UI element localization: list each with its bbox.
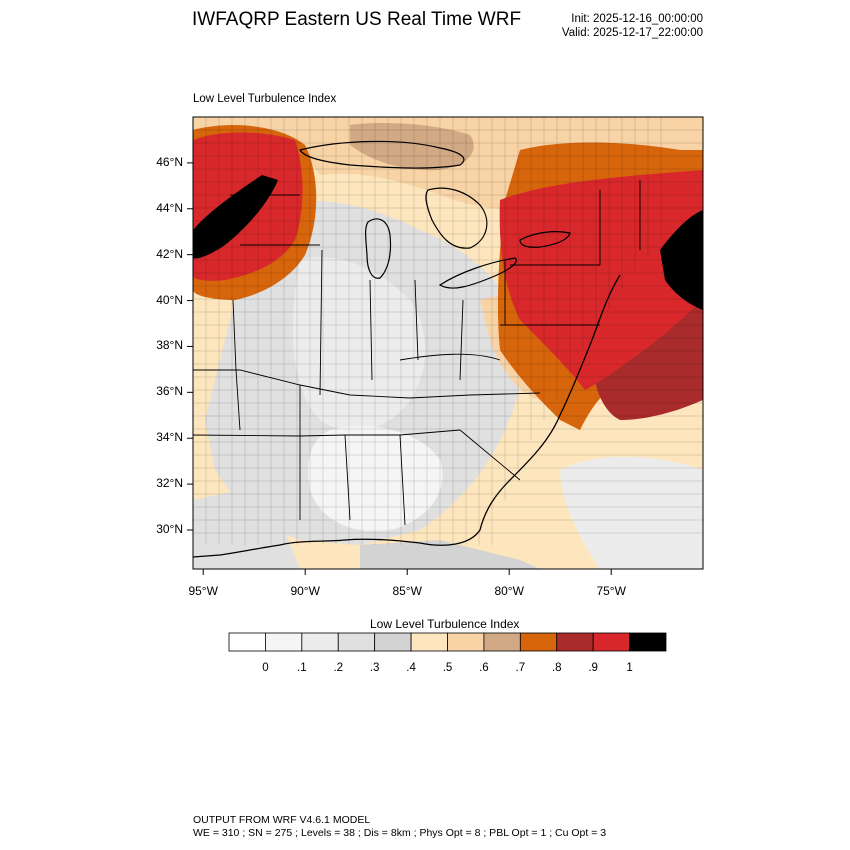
footer-config-line: WE = 310 ; SN = 275 ; Levels = 38 ; Dis … — [193, 827, 607, 839]
lon-label: 85°W — [392, 584, 422, 598]
colorbar — [228, 632, 667, 652]
footer-model-line: OUTPUT FROM WRF V4.6.1 MODEL — [193, 814, 371, 826]
county-grid — [193, 117, 703, 545]
colorbar-label: .3 — [369, 662, 380, 674]
colorbar-label: 1 — [626, 662, 633, 674]
lightest-field-south — [308, 426, 443, 531]
lake-huron — [425, 187, 488, 249]
lake-superior — [299, 140, 465, 169]
colorbar-label: .6 — [479, 662, 489, 674]
lake-ontario — [519, 231, 571, 248]
lat-label: 30°N — [156, 521, 183, 536]
colorbar-label: 0 — [262, 662, 269, 674]
black-core-northwest — [193, 175, 278, 259]
lon-label: 90°W — [290, 584, 320, 598]
coastline — [193, 274, 621, 558]
gray-field-gulf-east — [360, 540, 540, 569]
valid-time: Valid: 2025-12-17_22:00:00 — [561, 27, 703, 39]
field-label: Low Level Turbulence Index — [193, 93, 337, 105]
lat-label: 40°N — [156, 292, 183, 307]
colorbar-label: .2 — [333, 662, 344, 674]
lake-michigan — [365, 218, 392, 279]
colorbar-box — [556, 632, 594, 652]
colorbar-label: .1 — [297, 662, 307, 674]
colorbar-box — [592, 632, 630, 652]
colorbar-box — [629, 632, 667, 652]
colorbar-box — [301, 632, 339, 652]
lon-label: 75°W — [596, 584, 626, 598]
red-zone-northeast — [499, 170, 703, 390]
colorbar-label: .8 — [551, 662, 562, 674]
lat-label: 42°N — [156, 246, 183, 261]
colorbar-box — [483, 632, 521, 652]
chart-title: IWFAQRP Eastern US Real Time WRF — [192, 9, 522, 30]
lon-label: 80°W — [494, 584, 524, 598]
lat-label: 44°N — [156, 200, 183, 215]
colorbar-title: Low Level Turbulence Index — [370, 617, 520, 631]
lat-label: 46°N — [156, 154, 183, 169]
map-frame — [192, 116, 704, 570]
lon-label: 95°W — [188, 584, 218, 598]
lat-label: 38°N — [156, 338, 183, 353]
colorbar-box — [265, 632, 303, 652]
init-time: Init: 2025-12-16_00:00:00 — [571, 13, 703, 25]
colorbar-box — [519, 632, 558, 652]
colorbar-label: .4 — [406, 662, 416, 674]
lat-label: 32°N — [156, 476, 183, 491]
colorbar-label: .9 — [588, 662, 598, 674]
gray-field-gulf — [193, 490, 300, 569]
colorbar-box — [374, 632, 412, 652]
tan-dark-lake-superior — [350, 123, 474, 171]
colorbar-label: .5 — [442, 662, 453, 674]
lat-ticks — [187, 162, 193, 531]
light-gray-field — [292, 257, 425, 431]
map-field — [193, 117, 703, 569]
lat-label: 34°N — [156, 430, 183, 445]
colorbar-box — [410, 632, 448, 652]
lat-label: 36°N — [156, 384, 183, 399]
colorbar-box — [447, 632, 485, 652]
gray-field-atlantic — [560, 456, 703, 569]
lon-ticks — [202, 569, 612, 575]
colorbar-box — [337, 632, 376, 652]
colorbar-label: .7 — [515, 662, 526, 674]
colorbar-box — [228, 632, 266, 652]
